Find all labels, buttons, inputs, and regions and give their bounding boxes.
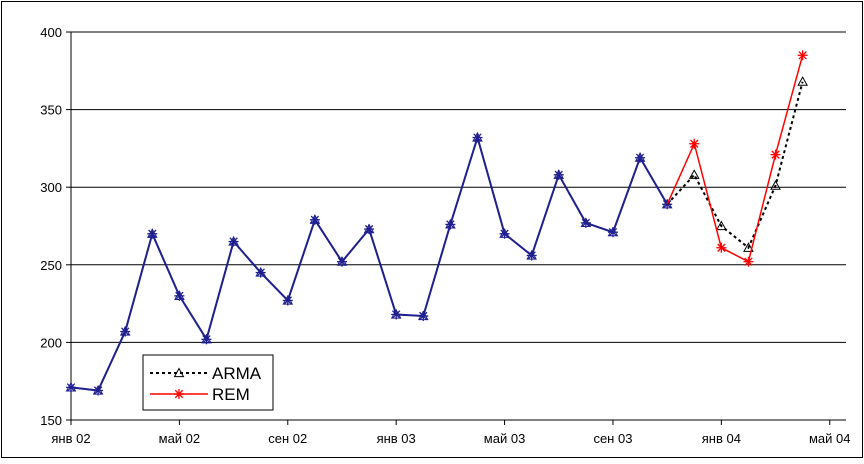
- star-stroke: [364, 224, 374, 234]
- history-point: [228, 236, 239, 247]
- x-tick-label: май 02: [159, 431, 201, 446]
- star-stroke: [527, 251, 536, 260]
- arma-point: [688, 169, 700, 179]
- history-point-marker: [499, 228, 510, 238]
- history-point-marker: [255, 267, 267, 277]
- arma-point: [743, 242, 754, 252]
- y-tick-label: 350: [40, 103, 62, 118]
- history-point-marker: [119, 326, 131, 336]
- star-stroke: [310, 215, 320, 225]
- rem-point: [716, 242, 727, 253]
- series: [65, 50, 808, 396]
- y-tick-label: 300: [40, 180, 62, 195]
- legend-label-arma: ARMA: [212, 364, 262, 383]
- star-stroke: [446, 220, 455, 229]
- star-stroke: [419, 311, 428, 321]
- history-point-marker: [390, 308, 402, 319]
- history-point-marker: [282, 294, 294, 305]
- star-stroke: [771, 150, 780, 159]
- legend-label-rem: REM: [212, 385, 250, 404]
- legend-marker-arma: [173, 367, 185, 378]
- history-point-marker: [607, 226, 619, 237]
- series-line-arma: [666, 81, 804, 250]
- x-tick-label: май 04: [809, 431, 851, 446]
- history-point: [174, 290, 185, 301]
- arma-point: [797, 76, 808, 86]
- star-stroke: [581, 218, 591, 228]
- history-point-marker: [526, 249, 538, 260]
- star-stroke: [175, 291, 184, 301]
- star-stroke: [229, 237, 238, 246]
- star-stroke: [93, 386, 103, 395]
- x-tick-label: сен 03: [593, 431, 632, 446]
- history-point-marker: [201, 333, 212, 344]
- x-tick-label: янв 03: [377, 431, 416, 446]
- star-stroke: [148, 229, 157, 238]
- rem-point: [770, 149, 781, 160]
- y-tick-label: 250: [40, 258, 62, 273]
- legend-box: [142, 354, 274, 411]
- x-tick-label: сен 02: [268, 431, 307, 446]
- x-tick-label: май 03: [484, 431, 526, 446]
- star-stroke: [717, 243, 726, 252]
- history-point-marker: [336, 256, 348, 266]
- star-stroke: [283, 296, 292, 305]
- history-point-marker: [445, 218, 456, 229]
- history-point-marker: [417, 310, 429, 321]
- history-point-marker: [146, 228, 158, 238]
- y-tick-label: 150: [40, 413, 62, 428]
- star-stroke: [174, 389, 184, 399]
- star-stroke: [500, 229, 509, 238]
- history-point-marker: [174, 290, 185, 300]
- star-stroke: [337, 257, 347, 266]
- star-stroke: [391, 310, 401, 319]
- y-tick-label: 200: [40, 335, 62, 350]
- history-point: [147, 228, 158, 239]
- history-point: [364, 224, 375, 235]
- history-point-marker: [580, 217, 592, 227]
- star-stroke: [66, 383, 76, 392]
- star-stroke: [554, 170, 563, 179]
- history-point-marker: [363, 223, 375, 234]
- gridlines: [71, 31, 846, 343]
- rem-point: [743, 256, 754, 267]
- star-stroke: [202, 335, 211, 344]
- star-stroke: [608, 227, 618, 237]
- star-stroke: [120, 327, 130, 336]
- history-point: [607, 227, 618, 238]
- star-stroke: [744, 257, 753, 266]
- arma-point: [770, 180, 781, 190]
- history-point: [309, 214, 320, 225]
- history-point-marker: [472, 132, 483, 142]
- rem-point: [689, 138, 700, 149]
- history-point-marker: [634, 152, 646, 162]
- history-point-marker: [228, 235, 239, 246]
- y-tick-label: 400: [40, 25, 62, 40]
- rem-point: [797, 50, 808, 61]
- star-stroke: [798, 51, 807, 60]
- arma-point: [715, 220, 727, 231]
- x-tick-label: янв 02: [51, 431, 90, 446]
- star-stroke: [635, 153, 645, 162]
- axes: 150 200 250 300 350 400 янв 02 май 02 сен 02 янв …: [40, 25, 850, 446]
- star-stroke: [256, 268, 265, 277]
- history-point-marker: [661, 198, 673, 209]
- legend-marker-rem: [174, 389, 184, 399]
- star-stroke: [690, 139, 699, 148]
- legend: ARMA REM: [142, 354, 274, 411]
- x-tick-label: янв 04: [702, 431, 741, 446]
- history-point-marker: [92, 384, 104, 395]
- history-point-marker: [553, 169, 565, 179]
- series-line-rem: [666, 55, 804, 263]
- star-stroke: [473, 133, 482, 142]
- history-point-marker: [309, 214, 321, 224]
- history-point-marker: [65, 381, 77, 392]
